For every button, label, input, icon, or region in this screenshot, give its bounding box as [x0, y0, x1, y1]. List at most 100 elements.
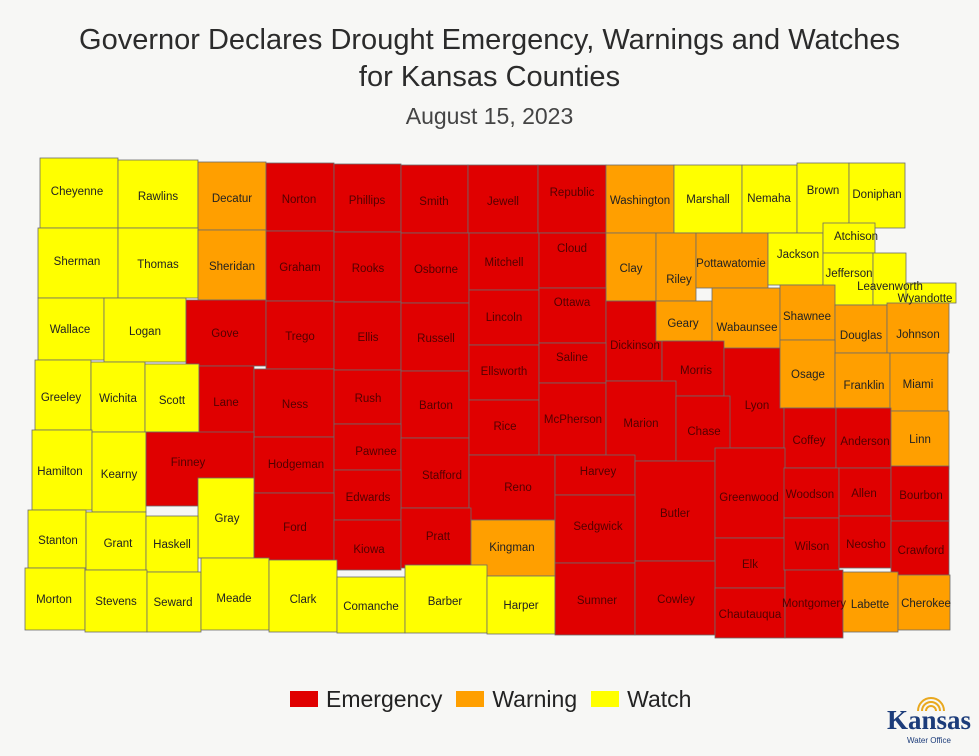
- kansas-water-office-logo: Kansas Water Office: [884, 695, 974, 751]
- county-label-lincoln: Lincoln: [486, 312, 522, 324]
- county-label-morris: Morris: [680, 365, 712, 377]
- county-label-reno: Reno: [504, 482, 532, 494]
- county-jewell: [467, 164, 539, 234]
- county-atchison: [822, 222, 876, 254]
- map-title-block: Governor Declares Drought Emergency, War…: [0, 22, 979, 133]
- county-trego: [265, 300, 335, 370]
- county-label-wilson: Wilson: [795, 541, 830, 553]
- county-sheridan: [197, 229, 267, 301]
- county-label-montgomery: Montgomery: [782, 598, 846, 610]
- legend-label-watch: Watch: [627, 685, 692, 712]
- county-hamilton: [31, 429, 93, 511]
- county-label-barber: Barber: [428, 596, 463, 608]
- logo-subtext: Water Office: [906, 736, 951, 745]
- county-label-johnson: Johnson: [896, 329, 939, 341]
- county-label-finney: Finney: [171, 457, 206, 469]
- county-label-elk: Elk: [742, 559, 758, 571]
- county-label-scott: Scott: [159, 395, 186, 407]
- county-label-crawford: Crawford: [898, 545, 945, 557]
- county-label-morton: Morton: [36, 594, 72, 606]
- county-comanche: [336, 576, 406, 634]
- county-label-douglas: Douglas: [840, 330, 882, 342]
- counties-layer: [24, 157, 957, 639]
- county-geary: [655, 300, 713, 342]
- county-saline: [538, 342, 607, 384]
- county-label-trego: Trego: [285, 331, 315, 343]
- county-harvey: [554, 454, 636, 496]
- county-chautauqua: [714, 587, 786, 639]
- county-kiowa: [333, 519, 402, 571]
- county-pottawatomie: [695, 232, 769, 289]
- county-allen: [838, 467, 892, 517]
- county-washington: [605, 164, 675, 234]
- county-label-cowley: Cowley: [657, 594, 695, 606]
- county-label-nemaha: Nemaha: [747, 193, 791, 205]
- county-label-miami: Miami: [903, 379, 934, 391]
- county-neosho: [838, 515, 892, 569]
- county-label-leavenworth: Leavenworth: [857, 281, 923, 293]
- county-rush: [333, 369, 402, 425]
- county-gray: [197, 477, 255, 559]
- county-label-edwards: Edwards: [346, 492, 391, 504]
- county-label-sheridan: Sheridan: [209, 261, 255, 273]
- logo-wordmark: Kansas: [886, 705, 972, 735]
- county-label-mcpherson: McPherson: [544, 414, 602, 426]
- county-label-shawnee: Shawnee: [783, 311, 831, 323]
- county-johnson: [886, 302, 950, 354]
- sun-rays-icon: [917, 697, 945, 711]
- county-label-sumner: Sumner: [577, 595, 617, 607]
- county-label-neosho: Neosho: [846, 539, 886, 551]
- county-label-rawlins: Rawlins: [138, 191, 179, 203]
- county-label-jefferson: Jefferson: [825, 268, 872, 280]
- county-label-pratt: Pratt: [426, 531, 451, 543]
- county-label-barton: Barton: [419, 400, 453, 412]
- county-label-hodgeman: Hodgeman: [268, 459, 324, 471]
- county-label-franklin: Franklin: [844, 380, 885, 392]
- county-marion: [605, 380, 677, 462]
- county-label-norton: Norton: [282, 194, 317, 206]
- map-legend: Emergency Warning Watch: [290, 684, 705, 714]
- county-miami: [889, 352, 949, 412]
- county-lincoln: [468, 289, 540, 346]
- county-label-rooks: Rooks: [352, 263, 385, 275]
- county-sumner: [554, 562, 636, 636]
- county-label-jackson: Jackson: [777, 249, 819, 261]
- county-label-brown: Brown: [807, 185, 840, 197]
- county-label-kingman: Kingman: [489, 542, 534, 554]
- county-label-logan: Logan: [129, 326, 161, 338]
- map-title-line-1: Governor Declares Drought Emergency, War…: [79, 24, 900, 56]
- county-barber: [404, 564, 488, 634]
- county-label-smith: Smith: [419, 196, 448, 208]
- legend-label-warning: Warning: [492, 685, 578, 712]
- county-label-decatur: Decatur: [212, 193, 252, 205]
- county-coffey: [783, 407, 837, 469]
- county-label-sedgwick: Sedgwick: [573, 521, 622, 533]
- county-harper: [486, 575, 556, 635]
- county-label-chase: Chase: [687, 426, 720, 438]
- county-label-republic: Republic: [550, 187, 595, 199]
- county-label-harper: Harper: [503, 600, 538, 612]
- county-cowley: [634, 560, 716, 636]
- county-label-saline: Saline: [556, 352, 588, 364]
- county-clark: [268, 559, 338, 633]
- county-crawford: [890, 520, 950, 580]
- county-label-greenwood: Greenwood: [719, 492, 778, 504]
- county-haskell: [145, 515, 199, 573]
- county-ford: [253, 492, 335, 562]
- county-label-cheyenne: Cheyenne: [51, 186, 103, 198]
- county-smith: [400, 164, 469, 234]
- county-linn: [890, 410, 950, 470]
- county-label-riley: Riley: [666, 274, 692, 286]
- county-label-stevens: Stevens: [95, 596, 137, 608]
- county-cherokee: [897, 574, 951, 631]
- county-label-thomas: Thomas: [137, 259, 179, 271]
- county-doniphan: [848, 162, 906, 229]
- county-label-ness: Ness: [282, 399, 308, 411]
- county-label-grant: Grant: [104, 538, 134, 550]
- county-label-anderson: Anderson: [840, 436, 889, 448]
- county-label-linn: Linn: [909, 434, 931, 446]
- county-sedgwick: [554, 494, 636, 564]
- county-grant: [85, 511, 147, 571]
- county-reno: [468, 454, 556, 521]
